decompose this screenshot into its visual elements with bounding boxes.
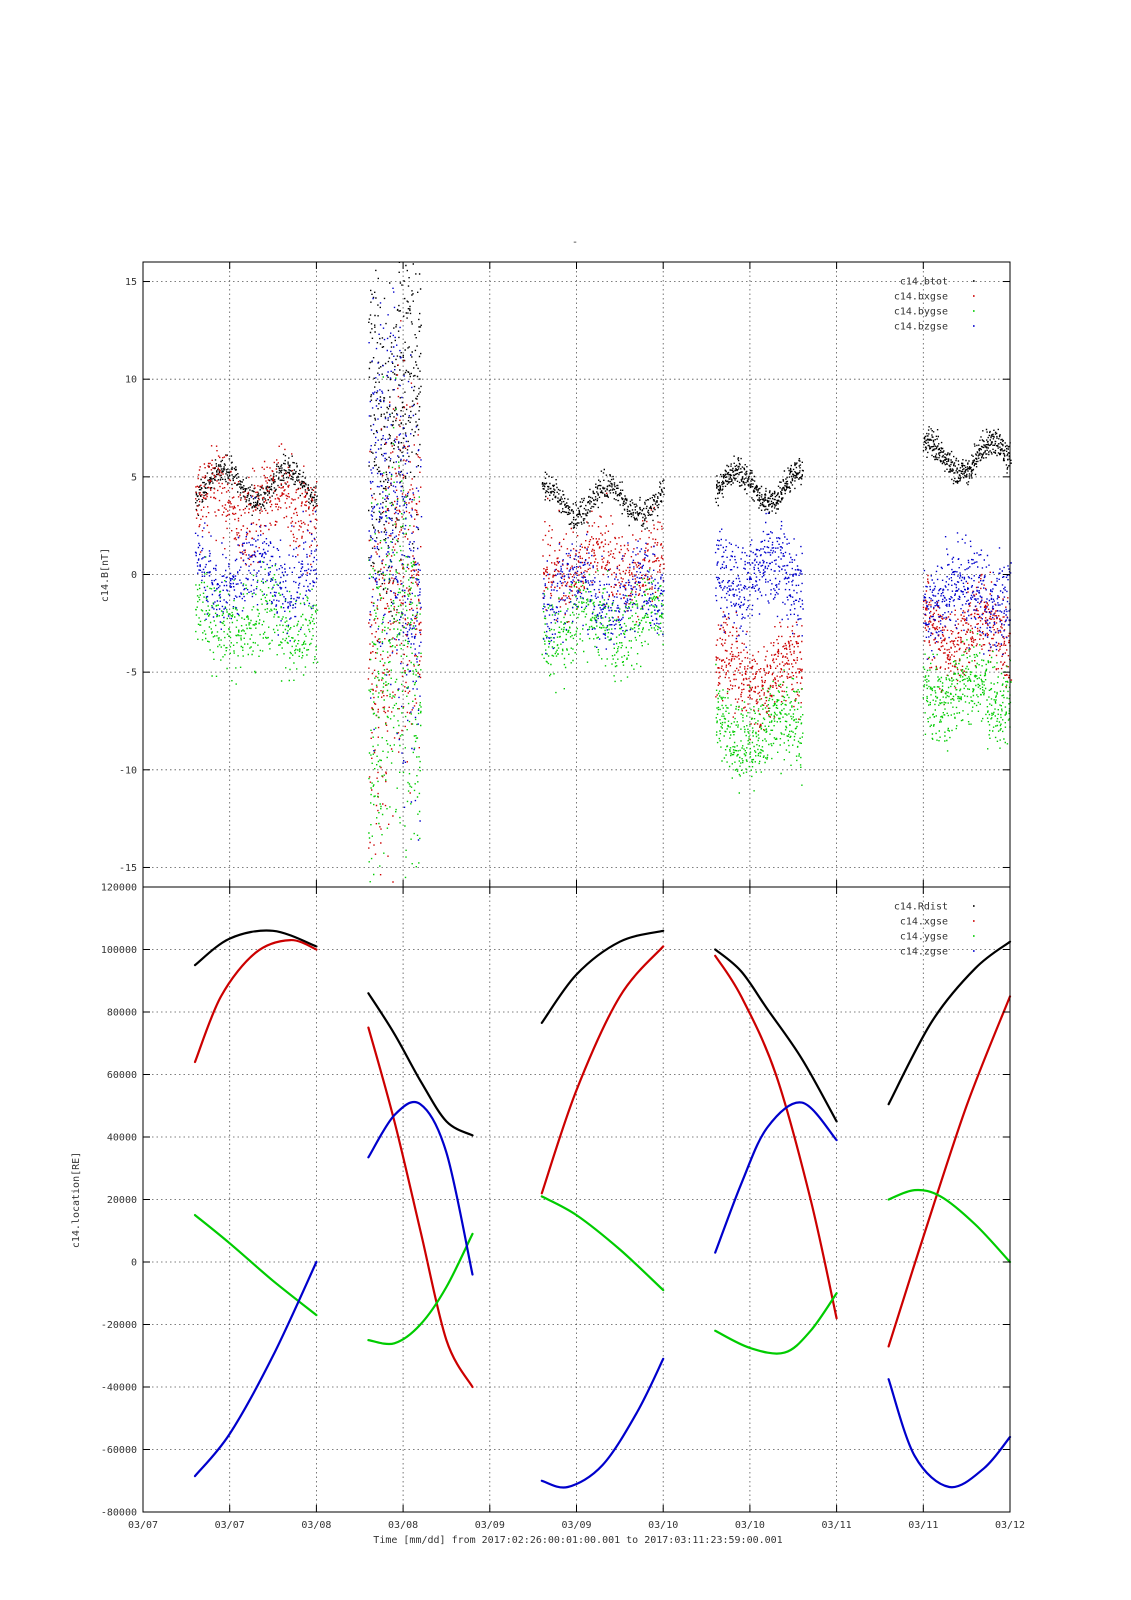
y-tick-label: 5 (131, 472, 137, 483)
y-tick-label: 40000 (107, 1133, 137, 1144)
y-ticks-bottom: -80000 -60000 -40000 -20000 0 20000 40000 60000… (101, 883, 1010, 1519)
line-c14-ygse-segment-5 (887, 1188, 1012, 1264)
line-c14-xgse-segment-4 (714, 954, 838, 1320)
x-tick-label: 03/07 (215, 1520, 245, 1531)
line-c14-rdist-segment-3 (540, 929, 665, 1024)
x-tick-label: 03/12 (995, 1520, 1025, 1531)
line-c14-zgse-segment-3 (540, 1357, 665, 1489)
line-c14-ygse-segment-3 (540, 1195, 665, 1292)
x-tick-label: 03/09 (475, 1520, 505, 1531)
y-tick-label: -80000 (101, 1508, 137, 1519)
line-c14-zgse-segment-2 (367, 1100, 474, 1276)
line-c14-zgse-segment-1 (193, 1260, 318, 1478)
legend-label-c14-ygse: c14.ygse (900, 932, 948, 943)
grid-top (143, 262, 1010, 887)
line-c14-zgse-segment-4 (714, 1101, 838, 1254)
y-tick-label: -15 (119, 863, 137, 874)
line-c14-zgse-segment-5 (887, 1378, 1012, 1489)
points-c14-btot (195, 261, 1012, 643)
legend-swatch-c14-xgse (973, 920, 975, 922)
points-c14-bxgse (195, 320, 1013, 883)
line-c14-ygse-segment-2 (367, 1232, 474, 1346)
x-tick-label: 03/10 (648, 1520, 678, 1531)
field-points (194, 261, 1013, 883)
legend-label-c14-bygse: c14.bygse (894, 307, 948, 318)
location-lines (193, 929, 1012, 1489)
y-tick-label: 15 (125, 277, 137, 288)
legend-label-c14-bzgse: c14.bzgse (894, 322, 948, 333)
chart-title: - (572, 237, 578, 248)
line-c14-rdist-segment-4 (714, 948, 838, 1123)
legend-swatch-c14-btot (973, 280, 975, 282)
line-c14-rdist-segment-2 (367, 992, 474, 1137)
legend-bottom: c14.Rdist c14.xgse c14.ygse c14.zgse (894, 902, 975, 958)
legend-label-c14-rdist: c14.Rdist (894, 902, 948, 913)
legend-label-c14-zgse: c14.zgse (900, 947, 948, 958)
x-ticks-bottom: 03/07 03/07 03/08 03/08 03/09 03/09 03/10 03/10… (128, 262, 1025, 1531)
y-tick-label: -20000 (101, 1320, 137, 1331)
legend-swatch-c14-bzgse (973, 325, 975, 327)
points-c14-bygse (195, 376, 1012, 883)
y-tick-label: 120000 (101, 883, 137, 894)
y-tick-label: 60000 (107, 1070, 137, 1081)
legend-swatch-c14-zgse (973, 950, 975, 952)
line-c14-xgse-segment-3 (540, 945, 665, 1195)
line-c14-ygse-segment-4 (714, 1292, 838, 1355)
x-tick-label: 03/07 (128, 1520, 158, 1531)
line-c14-xgse-segment-5 (887, 995, 1012, 1348)
line-c14-rdist-segment-5 (887, 940, 1012, 1106)
x-tick-label: 03/10 (735, 1520, 765, 1531)
y-tick-label: -10 (119, 765, 137, 776)
legend-swatch-c14-bygse (973, 310, 975, 312)
y-tick-label: -60000 (101, 1445, 137, 1456)
x-tick-label: 03/08 (388, 1520, 418, 1531)
line-c14-xgse-segment-1 (193, 938, 318, 1064)
x-axis-label: Time [mm/dd] from 2017:02:26:00:01:00.00… (373, 1535, 782, 1546)
legend-label-c14-btot: c14.btot (900, 277, 948, 288)
grid-bottom (143, 887, 1010, 1512)
y-tick-label: 10 (125, 375, 137, 386)
x-tick-label: 03/11 (908, 1520, 938, 1531)
legend-swatch-c14-rdist (973, 905, 975, 907)
y-tick-label: -5 (125, 668, 137, 679)
legend-swatch-c14-bxgse (973, 295, 975, 297)
legend-label-c14-bxgse: c14.bxgse (894, 292, 948, 303)
y-tick-label: 0 (131, 570, 137, 581)
line-c14-rdist-segment-1 (193, 929, 318, 967)
x-tick-label: 03/09 (561, 1520, 591, 1531)
y-tick-label: 80000 (107, 1008, 137, 1019)
line-c14-ygse-segment-1 (193, 1214, 318, 1317)
location-panel: -80000 -60000 -40000 -20000 0 20000 40000 60000… (71, 262, 1025, 1531)
y-tick-label: 0 (131, 1258, 137, 1269)
x-tick-label: 03/08 (301, 1520, 331, 1531)
magnetic-field-panel: -15 -10 -5 0 5 10 15 c14.B[nT] c14.btot c14.bxg… (100, 261, 1013, 888)
x-tick-label: 03/11 (822, 1520, 852, 1531)
y-tick-label: -40000 (101, 1383, 137, 1394)
y-tick-label: 100000 (101, 945, 137, 956)
y-tick-label: 20000 (107, 1195, 137, 1206)
y-axis-label-top: c14.B[nT] (100, 548, 111, 602)
y-ticks-top: -15 -10 -5 0 5 10 15 (119, 277, 1010, 874)
y-axis-label-bottom: c14.location[RE] (71, 1152, 82, 1248)
points-c14-bzgse (194, 287, 1012, 841)
line-c14-xgse-segment-2 (367, 1026, 474, 1389)
legend-label-c14-xgse: c14.xgse (900, 917, 948, 928)
legend-swatch-c14-ygse (973, 935, 975, 937)
legend-top: c14.btot c14.bxgse c14.bygse c14.bzgse (894, 277, 975, 333)
